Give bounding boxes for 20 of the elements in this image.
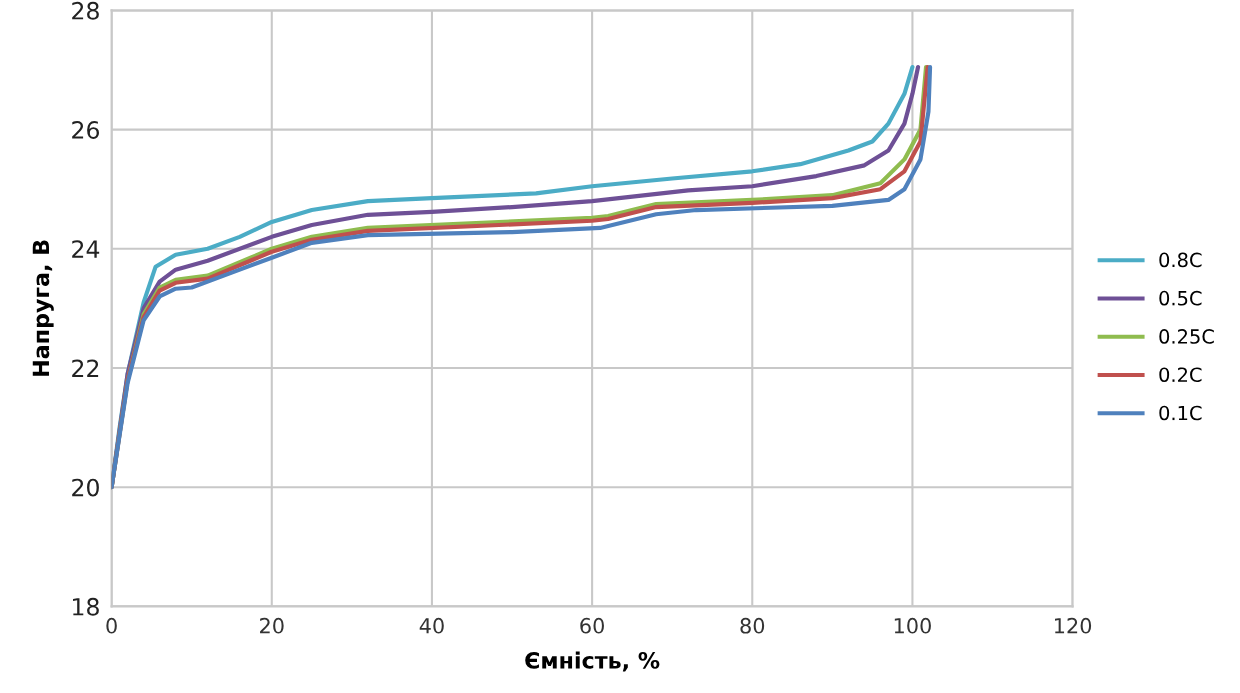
legend-label: 0.25C — [1159, 329, 1214, 344]
y-tick-label: 20 — [72, 478, 99, 497]
legend-label: 0.8C — [1159, 252, 1202, 268]
x-axis-title: Ємність, % — [525, 651, 660, 672]
legend-label: 0.2C — [1159, 367, 1202, 383]
y-tick-label: 28 — [72, 1, 99, 20]
y-axis-title: Напруга, В — [32, 240, 54, 376]
y-tick-label: 24 — [72, 240, 100, 258]
legend-label: 0.1C — [1159, 405, 1202, 421]
x-tick-label: 40 — [419, 617, 444, 634]
x-tick-label: 20 — [260, 617, 284, 634]
x-tick-label: 80 — [740, 617, 765, 634]
y-tick-label: 18 — [73, 597, 99, 616]
x-tick-label: 100 — [894, 617, 931, 634]
y-tick-label: 26 — [72, 121, 99, 139]
legend-label: 0.5C — [1159, 290, 1202, 306]
y-tick-label: 22 — [72, 359, 99, 377]
x-tick-label: 60 — [580, 617, 604, 634]
x-tick-label: 0 — [106, 617, 117, 634]
x-tick-label: 120 — [1055, 617, 1092, 634]
